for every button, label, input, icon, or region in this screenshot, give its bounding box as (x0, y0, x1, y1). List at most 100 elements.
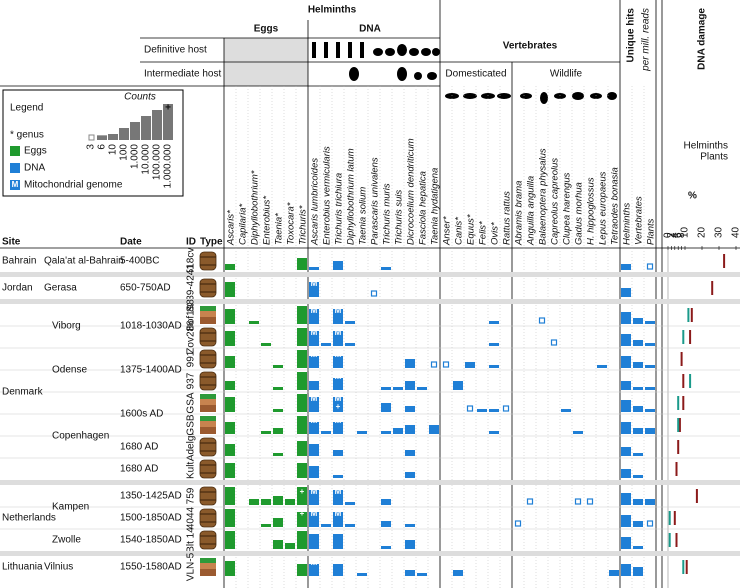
count-bar (633, 546, 643, 549)
count-bar (633, 318, 643, 324)
count-bar (273, 428, 283, 434)
count-bar (309, 356, 319, 368)
count-bar (621, 469, 631, 478)
count-bar (261, 524, 271, 527)
count-bar (309, 309, 319, 324)
count-bar (225, 309, 235, 324)
site-label: Copenhagen (52, 431, 109, 442)
legend-count-label: 6 (97, 144, 108, 150)
sediment-icon (200, 416, 216, 421)
host-icons (312, 42, 617, 104)
count-bar (405, 540, 415, 549)
date-label: 1680 AD (120, 464, 158, 475)
count-bar (405, 450, 415, 456)
count-bar (285, 499, 295, 505)
count-bar (273, 387, 283, 390)
count-bar (297, 372, 307, 390)
count-bar (453, 381, 463, 390)
barrel-icon (199, 486, 217, 506)
count-bar (465, 362, 475, 368)
count-bar (261, 343, 271, 346)
count-bar (621, 537, 631, 549)
count-bar (309, 397, 319, 412)
column-label: Parascaris univalens (370, 157, 381, 245)
count-bar (261, 499, 271, 505)
column-label: Gadus morhua (574, 182, 585, 245)
count-bar (333, 534, 343, 549)
count-bar (621, 288, 631, 297)
count-bar (309, 466, 319, 478)
legend-count-label: 10.000 (141, 144, 152, 175)
barrel-icon (199, 327, 217, 347)
count-bar (597, 365, 607, 368)
count-bar (621, 515, 631, 527)
sediment-icon (200, 558, 216, 563)
count-bar (453, 570, 463, 576)
count-bar (381, 546, 391, 549)
legend-genus: * genus (10, 130, 44, 141)
sample-id: 937 (186, 372, 197, 389)
count-bar (489, 343, 499, 346)
count-bar (645, 365, 655, 368)
count-bar (309, 267, 319, 270)
legend-mito: Mitochondrial genome (24, 180, 123, 191)
cell-flag: M (311, 558, 318, 567)
count-marker (646, 520, 654, 527)
count-bar (297, 512, 307, 527)
count-bar (381, 403, 391, 412)
count-bar (345, 502, 355, 505)
site-label: Odense (52, 365, 87, 376)
column-label: Trichuris trichiura (334, 173, 345, 245)
hits-title: Unique hits (626, 8, 637, 63)
count-bar (297, 441, 307, 456)
sample-id: 759 (186, 487, 197, 504)
count-bar (273, 365, 283, 368)
cell-flag: M (311, 372, 318, 381)
count-bar (405, 406, 415, 412)
barrel-icon (199, 349, 217, 369)
legend-count-bar (88, 134, 95, 141)
damage-tick-label: 40 (731, 226, 740, 238)
date-label: 1350-1425AD (120, 491, 182, 502)
legend-mito-label: M (12, 180, 19, 189)
column-label: Rattus rattus (502, 191, 513, 245)
count-bar (429, 425, 439, 434)
count-bar (297, 564, 307, 576)
legend-count-bar (130, 122, 140, 140)
count-bar (309, 282, 319, 297)
column-label: Equus* (466, 214, 477, 245)
site-label: Viborg (52, 321, 81, 332)
dna-title: DNA (359, 24, 381, 35)
count-bar (405, 524, 415, 527)
count-bar (645, 428, 655, 434)
sediment-icon (200, 421, 216, 427)
sediment-icon (200, 563, 216, 569)
count-bar (381, 499, 391, 505)
cell-flag: M (311, 487, 318, 496)
cell-flag: M (311, 416, 318, 425)
count-bar (273, 453, 283, 456)
count-marker (526, 498, 534, 505)
count-bar (489, 431, 499, 434)
count-bar (309, 534, 319, 549)
count-bar (633, 475, 643, 478)
cell-flag: + (336, 402, 341, 411)
country-label: Lithuania (2, 562, 43, 573)
type-header: Type (200, 237, 223, 248)
column-label: Anser* (442, 216, 453, 246)
barrel-icon (199, 437, 217, 457)
count-marker (646, 263, 654, 270)
column-label: Abramis brama (514, 181, 525, 246)
count-bar (333, 450, 343, 456)
legend-mito-swatch (10, 180, 20, 190)
count-bar (225, 331, 235, 346)
count-bar (321, 524, 331, 527)
barrel-icon (199, 530, 217, 550)
column-label: Ascaris* (226, 210, 237, 246)
count-marker (586, 498, 594, 505)
count-bar (621, 264, 631, 270)
column-label: Ovis* (490, 222, 501, 245)
count-bar (225, 381, 235, 390)
sediment-icon (200, 569, 216, 576)
